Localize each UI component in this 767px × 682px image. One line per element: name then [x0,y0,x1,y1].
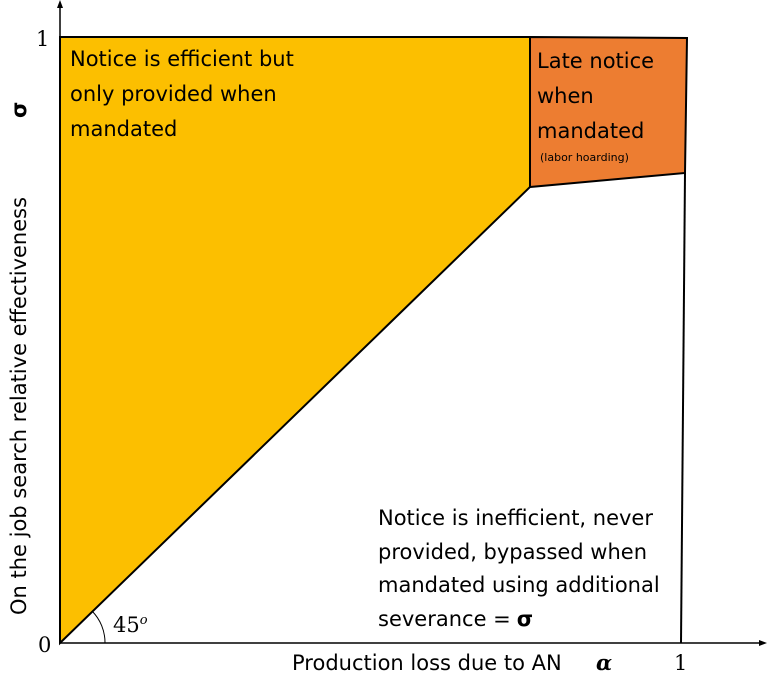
text-line: Notice is efficient but [70,47,294,71]
y-tick: 1 [36,27,49,51]
region-text-1: Notice is efficient but only provided wh… [70,47,294,141]
x-tick: 1 [674,651,687,675]
x-arrow [759,640,767,646]
angle-label: 45o [113,613,148,637]
y-symbol: σ [7,102,31,118]
y-label: On the job search relative effectiveness [7,197,31,615]
region-text-3: Notice is inefficient, never provided, b… [378,506,660,631]
text-note: (labor hoarding) [540,151,629,164]
text-symbol: σ [517,607,533,631]
angle-arc [91,610,106,644]
x-symbol: α [596,650,612,675]
text-line: Late notice [537,49,654,73]
text-line: provided, bypassed when [378,540,647,564]
boundary-line [680,172,686,644]
text-line: mandated [537,119,644,143]
text-line: Notice is inefficient, never [378,506,653,530]
region-text-2: Late notice when mandated (labor hoardin… [537,49,654,164]
text-line: when [537,84,594,108]
y-arrow [57,0,63,8]
origin-tick: 0 [38,633,51,657]
text-line: mandated [70,117,177,141]
text-line: severance = σ [378,607,533,631]
angle-value: 45 [113,613,140,637]
x-label: Production loss due to AN [292,651,562,675]
text-part: severance = [378,607,511,631]
text-line: only provided when [70,82,277,106]
angle-sup: o [140,613,148,628]
text-line: mandated using additional [378,573,660,597]
